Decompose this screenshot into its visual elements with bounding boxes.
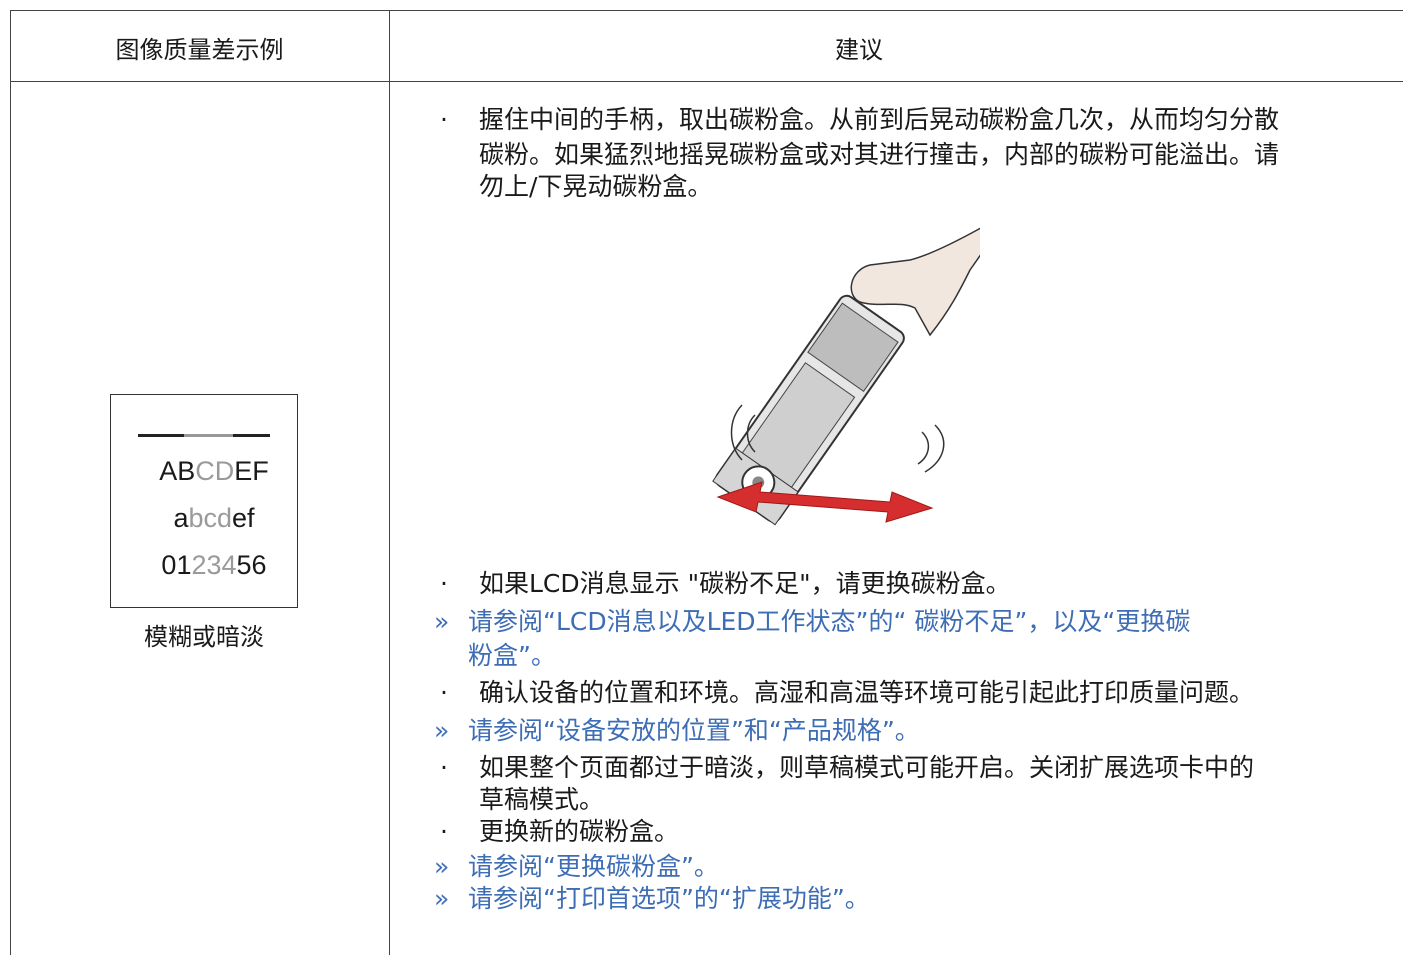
- advice-text: 如果整个页面都过于暗淡，则草稿模式可能开启。关闭扩展选项卡中的: [479, 753, 1255, 782]
- sample-segment: a: [173, 503, 189, 533]
- illustration: [712, 227, 980, 526]
- sample-segment: AB: [159, 456, 196, 486]
- link-marker: »: [434, 852, 450, 881]
- advice-text: 勿上/下晃动碳粉盒。: [479, 172, 713, 201]
- sample-line: [138, 434, 184, 437]
- sample-line: [233, 434, 270, 437]
- sample-segment: ef: [232, 503, 255, 533]
- header-cell: 图像质量差示例: [115, 36, 284, 64]
- advice-text: 如果LCD消息显示 "碳粉不足"，请更换碳粉盒。: [479, 569, 1011, 598]
- bullet-marker: ·: [440, 753, 448, 782]
- table-border: [10, 81, 1403, 82]
- sample-segment: 56: [236, 550, 267, 580]
- sample-image: ABCDEF abcdef 0123456: [110, 394, 298, 608]
- sample-line: [184, 434, 233, 437]
- table-border: [10, 10, 11, 955]
- sample-segment: bcd: [188, 503, 233, 533]
- advice-text: 草稿模式。: [479, 785, 605, 814]
- reference-link: 请参阅“更换碳粉盒”。: [468, 852, 719, 881]
- advice-text: 确认设备的位置和环境。高湿和高温等环境可能引起此打印质量问题。: [479, 678, 1255, 707]
- sample-segment: EF: [234, 456, 269, 486]
- sample-segment: 01: [161, 550, 192, 580]
- bullet-marker: ·: [440, 105, 448, 134]
- link-marker: »: [434, 884, 450, 913]
- bullet-marker: ·: [440, 678, 448, 707]
- table-border: [389, 10, 390, 955]
- sample-segment: CD: [195, 456, 235, 486]
- reference-link: 请参阅“设备安放的位置”和“产品规格”。: [468, 716, 920, 745]
- sample-segment: 234: [191, 550, 237, 580]
- advice-text: 更换新的碳粉盒。: [479, 817, 680, 846]
- advice-text: 碳粉。如果猛烈地摇晃碳粉盒或对其进行撞击，内部的碳粉可能溢出。请: [479, 140, 1280, 169]
- bullet-marker: ·: [440, 817, 448, 846]
- sample-text: ABCDEF: [111, 455, 297, 487]
- sample-text: 0123456: [111, 549, 297, 581]
- link-marker: »: [434, 716, 450, 745]
- link-marker: »: [434, 607, 450, 636]
- advice-text: 握住中间的手柄，取出碳粉盒。从前到后晃动碳粉盒几次，从而均匀分散: [479, 105, 1280, 134]
- sample-caption: 模糊或暗淡: [144, 623, 264, 651]
- bullet-marker: ·: [440, 569, 448, 598]
- reference-link: 请参阅“LCD消息以及LED工作状态”的“ 碳粉不足”，以及“更换碳: [468, 607, 1191, 636]
- header-cell: 建议: [835, 36, 883, 64]
- table-border: [10, 10, 1403, 11]
- reference-link: 请参阅“打印首选项”的“扩展功能”。: [468, 884, 870, 913]
- reference-link: 粉盒”。: [468, 641, 556, 670]
- sample-text: abcdef: [111, 502, 297, 534]
